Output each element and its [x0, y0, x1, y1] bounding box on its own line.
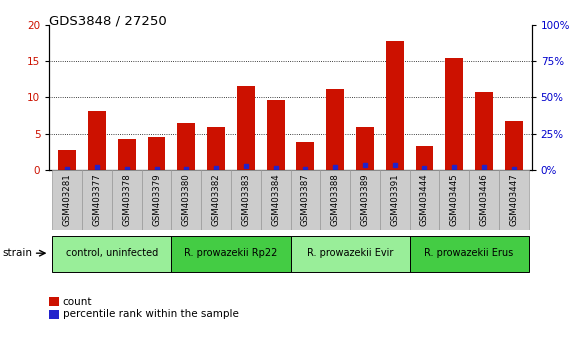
- Bar: [52, 236, 171, 272]
- Text: GSM403377: GSM403377: [92, 173, 102, 227]
- Bar: [112, 170, 142, 230]
- Bar: [380, 170, 410, 230]
- Bar: [415, 146, 433, 170]
- Bar: [267, 99, 285, 170]
- Text: GSM403384: GSM403384: [271, 173, 280, 227]
- Text: GSM403391: GSM403391: [390, 174, 399, 226]
- Text: GSM403389: GSM403389: [360, 174, 370, 226]
- Bar: [296, 142, 314, 170]
- Bar: [326, 89, 344, 170]
- Text: GSM403281: GSM403281: [63, 173, 71, 227]
- Bar: [410, 236, 529, 272]
- Bar: [350, 170, 380, 230]
- Text: GSM403379: GSM403379: [152, 174, 161, 226]
- Bar: [410, 170, 439, 230]
- Bar: [499, 170, 529, 230]
- Bar: [261, 170, 290, 230]
- Text: R. prowazekii Rp22: R. prowazekii Rp22: [184, 248, 278, 258]
- Bar: [439, 170, 469, 230]
- Bar: [356, 127, 374, 170]
- Bar: [475, 92, 493, 170]
- Bar: [82, 170, 112, 230]
- Bar: [148, 137, 166, 170]
- Text: GSM403383: GSM403383: [241, 173, 250, 227]
- Bar: [290, 170, 320, 230]
- Bar: [58, 150, 76, 170]
- Bar: [201, 170, 231, 230]
- Bar: [505, 121, 523, 170]
- Text: GSM403387: GSM403387: [301, 173, 310, 227]
- Bar: [386, 41, 404, 170]
- Text: GSM403446: GSM403446: [479, 173, 489, 227]
- Bar: [171, 236, 290, 272]
- Bar: [171, 170, 201, 230]
- Text: GSM403444: GSM403444: [420, 173, 429, 227]
- Bar: [237, 86, 255, 170]
- Text: GSM403445: GSM403445: [450, 173, 459, 227]
- Bar: [469, 170, 499, 230]
- Text: GSM403378: GSM403378: [122, 173, 131, 227]
- Text: R. prowazekii Evir: R. prowazekii Evir: [307, 248, 393, 258]
- Text: strain: strain: [3, 248, 33, 258]
- Text: GSM403380: GSM403380: [182, 173, 191, 227]
- Bar: [142, 170, 171, 230]
- Bar: [290, 236, 410, 272]
- Text: control, uninfected: control, uninfected: [66, 248, 158, 258]
- Bar: [52, 170, 82, 230]
- Text: percentile rank within the sample: percentile rank within the sample: [63, 309, 239, 319]
- Text: GSM403447: GSM403447: [510, 173, 518, 227]
- Bar: [207, 127, 225, 170]
- Bar: [445, 58, 463, 170]
- Text: GDS3848 / 27250: GDS3848 / 27250: [49, 14, 167, 27]
- Text: GSM403382: GSM403382: [211, 173, 221, 227]
- Bar: [177, 124, 195, 170]
- Bar: [88, 111, 106, 170]
- Text: R. prowazekii Erus: R. prowazekii Erus: [425, 248, 514, 258]
- Text: count: count: [63, 297, 92, 307]
- Bar: [320, 170, 350, 230]
- Bar: [231, 170, 261, 230]
- Bar: [118, 139, 136, 170]
- Text: GSM403388: GSM403388: [331, 173, 340, 227]
